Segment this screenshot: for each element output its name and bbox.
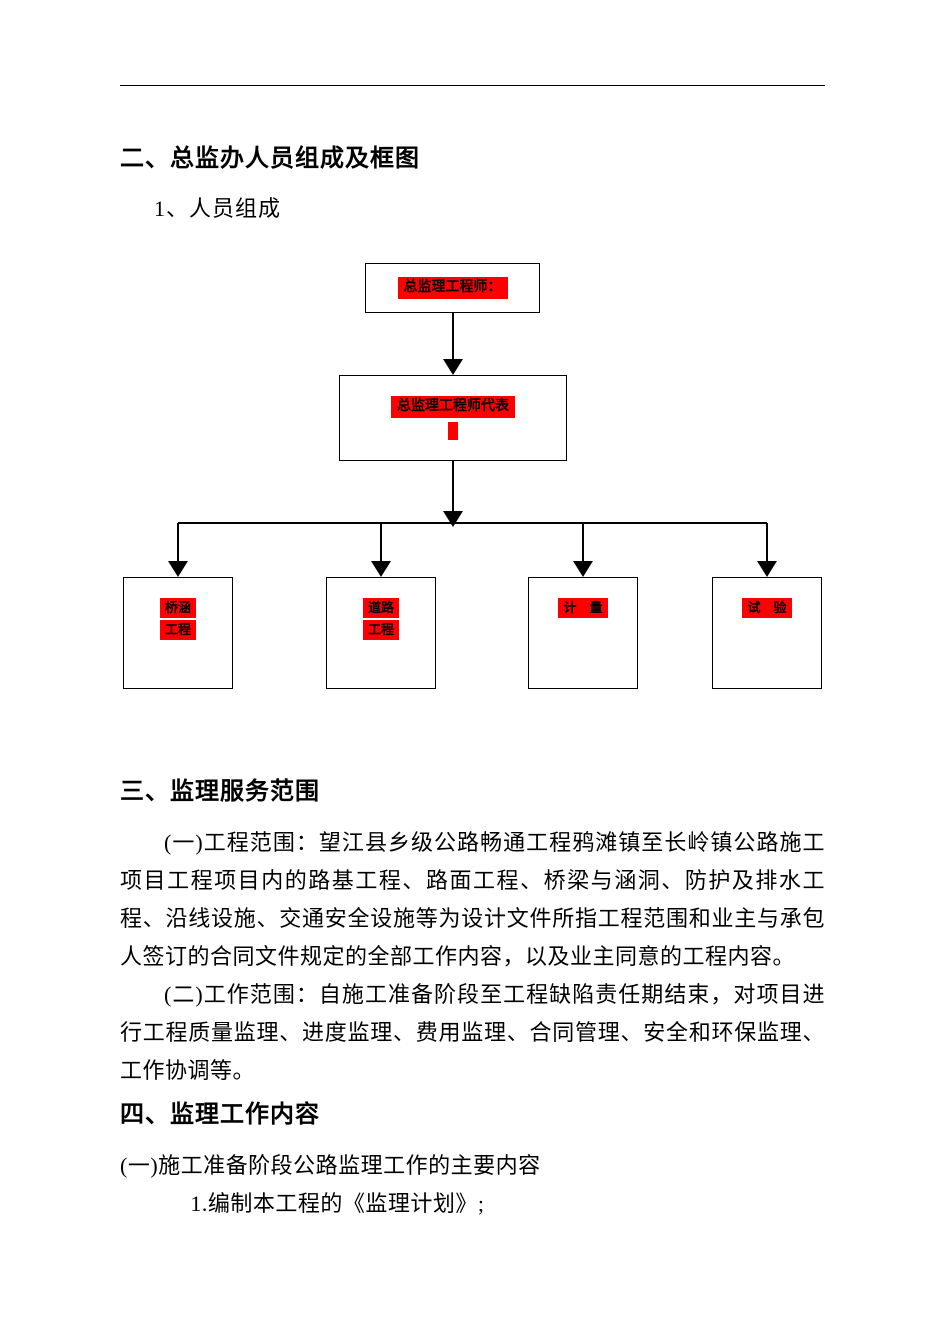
org-node-root-label: 总监理工程师： (398, 277, 508, 299)
org-node-leaf-1-line1: 桥涵 (160, 598, 196, 618)
org-node-leaf-3-line1: 计 量 (558, 598, 607, 618)
section-4-heading: 四、监理工作内容 (120, 1094, 825, 1129)
org-chart: 总监理工程师： 总监理工程师代表 桥涵 工程 道路 工程 计 量 试 验 (120, 263, 825, 713)
org-node-deputy-label: 总监理工程师代表 (391, 396, 515, 418)
section-3-para-1: (一)工程范围：望江县乡级公路畅通工程鸦滩镇至长岭镇公路施工项目工程项目内的路基… (120, 824, 825, 976)
org-node-deputy: 总监理工程师代表 (339, 375, 567, 461)
section-3-heading: 三、监理服务范围 (120, 771, 825, 806)
org-node-leaf-2-line2: 工程 (363, 620, 399, 640)
top-horizontal-rule (120, 85, 825, 86)
org-node-deputy-marker (448, 422, 458, 440)
org-node-leaf-4-line1: 试 验 (742, 598, 791, 618)
section-4-item-1: 1.编制本工程的《监理计划》; (120, 1185, 825, 1223)
org-node-leaf-4: 试 验 (712, 577, 822, 689)
org-node-leaf-1-line2: 工程 (160, 620, 196, 640)
org-node-root: 总监理工程师： (365, 263, 540, 313)
section-2-heading: 二、总监办人员组成及框图 (120, 138, 825, 173)
org-node-leaf-2-line1: 道路 (363, 598, 399, 618)
org-node-leaf-2: 道路 工程 (326, 577, 436, 689)
section-3-para-2: (二)工作范围：自施工准备阶段至工程缺陷责任期结束，对项目进行工程质量监理、进度… (120, 976, 825, 1090)
org-node-leaf-1: 桥涵 工程 (123, 577, 233, 689)
section-4-sub: (一)施工准备阶段公路监理工作的主要内容 (120, 1147, 825, 1185)
document-page: 二、总监办人员组成及框图 1、人员组成 (0, 0, 945, 1337)
org-node-leaf-3: 计 量 (528, 577, 638, 689)
section-2-sub: 1、人员组成 (120, 191, 825, 223)
